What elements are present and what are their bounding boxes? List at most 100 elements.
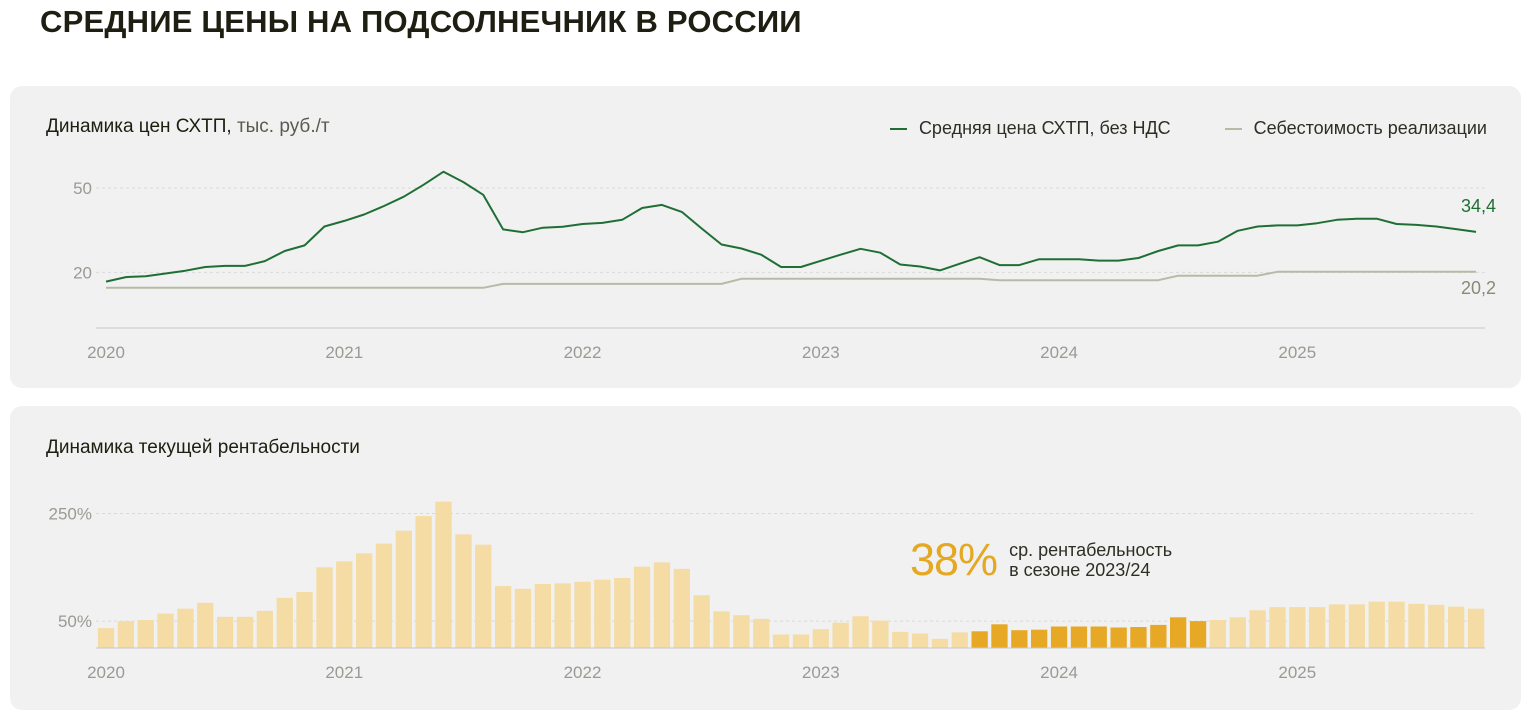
profitability-bar (97, 628, 115, 648)
profitability-bar (276, 597, 293, 648)
y-tick-label: 50 (73, 179, 92, 198)
profitability-bar (1031, 629, 1048, 648)
profitability-bar (177, 608, 194, 648)
profitability-bar (792, 634, 810, 648)
profitability-bar (1170, 617, 1187, 648)
profitability-bar (495, 586, 512, 648)
profitability-bar (1249, 610, 1266, 648)
profitability-chart-panel: Динамика текущей рентабельности 250% 50% 2… (10, 406, 1521, 710)
page-title: СРЕДНИЕ ЦЕНЫ НА ПОДСОЛНЕЧНИК В РОССИИ (40, 4, 802, 39)
profitability-bar (653, 562, 671, 648)
callout-line-2: в сезоне 2023/24 (1009, 560, 1151, 580)
profitability-bar (812, 629, 829, 648)
x-tick-label: 2025 (1278, 343, 1316, 362)
price-chart-panel: Динамика цен СХТП, тыс. руб./т Средняя ц… (10, 86, 1521, 388)
legend-item-price: Средняя цена СХТП, без НДС (889, 118, 1171, 139)
x-tick-label: 2021 (325, 663, 363, 682)
profitability-bar (534, 584, 551, 648)
profitability-bar (1328, 604, 1346, 648)
profitability-bar (852, 616, 869, 648)
profitability-bar (415, 516, 432, 648)
profitability-bar (614, 578, 631, 648)
legend-label-price: Средняя цена СХТП, без НДС (918, 118, 1171, 138)
profitability-bar (594, 579, 611, 648)
x-tick-label: 2020 (87, 343, 125, 362)
profitability-bar (892, 631, 909, 648)
x-tick-label: 2020 (87, 663, 125, 682)
profitability-bar (375, 543, 393, 648)
profitability-bar-chart: 250% 50% 2020 2021 2022 2023 2024 2025 (49, 501, 1485, 682)
price-chart-title: Динамика цен СХТП, тыс. руб./т (46, 116, 330, 137)
profitability-bar (1289, 607, 1306, 648)
profitability-bar (117, 621, 134, 648)
price-chart-title-text: Динамика цен СХТП (46, 116, 227, 137)
profitability-bar (971, 631, 988, 648)
profitability-bar (633, 566, 651, 648)
x-tick-label: 2021 (325, 343, 363, 362)
profitability-bar (1448, 606, 1465, 648)
profitability-bar (991, 624, 1008, 648)
profitability-bar (931, 638, 949, 648)
profitability-bar (197, 602, 214, 648)
callout-text: ср. рентабельность в сезоне 2023/24 (1009, 540, 1172, 580)
profitability-bar (753, 618, 770, 648)
profitability-bar (1428, 604, 1445, 648)
profitability-bar (1189, 621, 1207, 648)
x-tick-label: 2023 (802, 663, 840, 682)
profitability-bar (1090, 626, 1107, 648)
callout-line-1: ср. рентабельность (1009, 540, 1173, 560)
x-tick-label: 2024 (1040, 663, 1078, 682)
profitability-callout: 38% ср. рентабельность в сезоне 2023/24 (910, 534, 1172, 586)
profitability-bar (1269, 607, 1286, 648)
profitability-bar (475, 544, 492, 648)
profitability-bar (693, 595, 710, 648)
profitability-bar (1110, 627, 1127, 648)
profitability-bar (296, 592, 313, 648)
x-tick-label: 2023 (802, 343, 840, 362)
y-tick-label: 50% (58, 612, 92, 631)
y-tick-label: 250% (49, 504, 92, 523)
legend-swatch-cost (1224, 127, 1242, 130)
profitability-bar (1467, 608, 1485, 648)
profitability-bar (1309, 607, 1326, 648)
profitability-bar (137, 620, 154, 648)
price-series-line (105, 170, 1477, 283)
x-tick-label: 2025 (1278, 663, 1316, 682)
profitability-bar (455, 534, 472, 648)
profitability-bar (772, 634, 790, 648)
profitability-bar (1130, 627, 1147, 648)
price-chart-unit: тыс. руб./т (236, 116, 330, 137)
profitability-bar (554, 583, 571, 648)
profitability-bar (157, 613, 174, 648)
profitability-bar (911, 633, 929, 648)
cost-series-line (106, 270, 1476, 289)
profitability-bar (1070, 626, 1088, 648)
profitability-bar (395, 530, 412, 648)
profitability-bar (673, 568, 690, 648)
profitability-bar (1209, 620, 1226, 648)
profitability-bar (1408, 603, 1425, 648)
profitability-bar (1050, 626, 1068, 648)
x-tick-label: 2024 (1040, 343, 1078, 362)
profitability-bar (1150, 624, 1167, 648)
profitability-bar (256, 610, 273, 648)
price-chart-legend: Средняя цена СХТП, без НДС Себестоимость… (889, 118, 1487, 139)
profitability-bar (951, 632, 968, 648)
cost-end-label: 20,2 (1461, 278, 1496, 298)
profitability-bar (574, 581, 591, 648)
profitability-bar (514, 588, 532, 648)
legend-label-cost: Себестоимость реализации (1253, 118, 1487, 138)
profitability-bar (236, 616, 254, 648)
legend-item-cost: Себестоимость реализации (1224, 118, 1487, 139)
profitability-bar (217, 616, 234, 648)
profitability-bar (1388, 601, 1405, 648)
price-end-label: 34,4 (1461, 196, 1496, 216)
profitability-bar (435, 501, 452, 648)
profitability-bar (356, 553, 373, 648)
profitability-chart-title: Динамика текущей рентабельности (46, 437, 360, 458)
profitability-bar (832, 622, 849, 648)
profitability-bar (1348, 604, 1365, 648)
y-tick-label: 20 (73, 263, 92, 282)
profitability-bar (1011, 630, 1028, 648)
